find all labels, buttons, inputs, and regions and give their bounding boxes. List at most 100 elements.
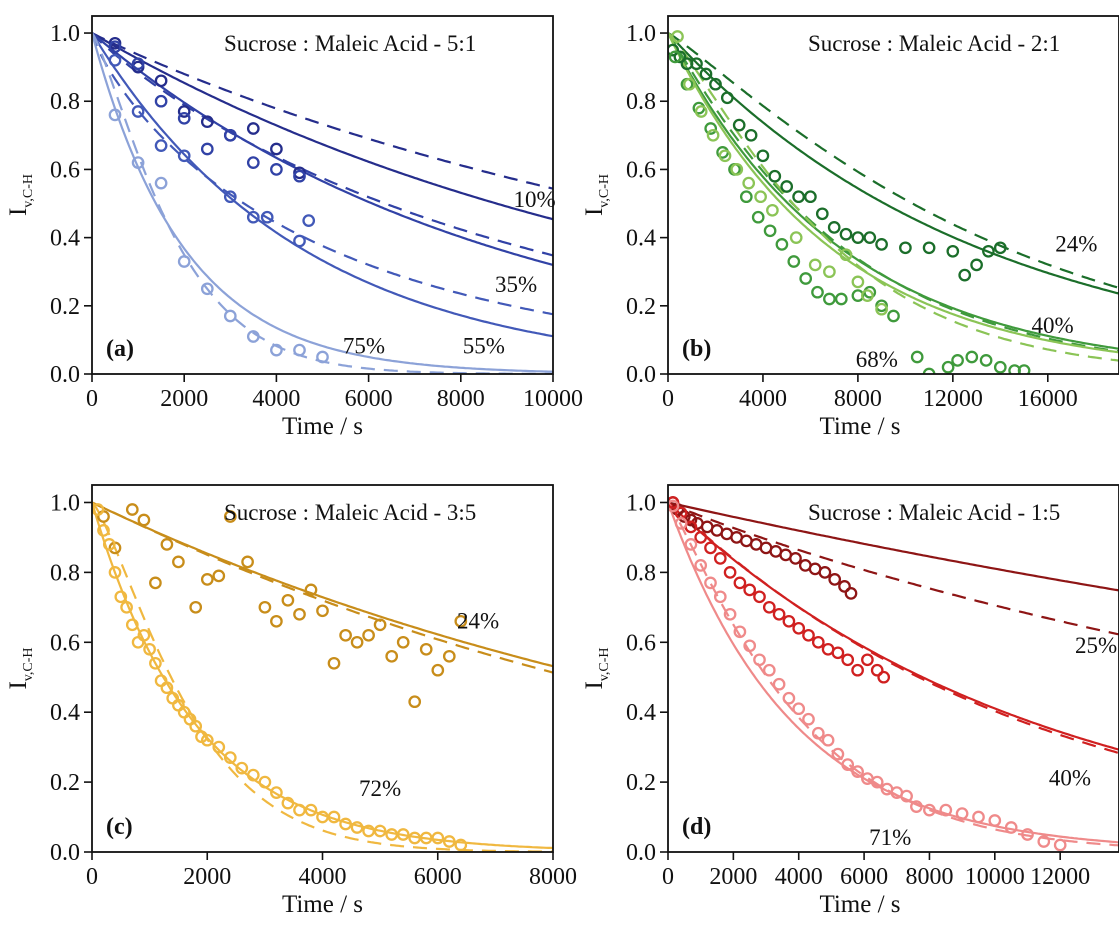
- data-point: [713, 590, 727, 604]
- fit-dashed-line: [92, 32, 553, 316]
- data-point: [958, 268, 972, 282]
- fit-solid-line: [668, 32, 1119, 354]
- series-label: 72%: [359, 776, 401, 801]
- data-point: [246, 156, 260, 169]
- data-point: [718, 149, 732, 163]
- panel-4: 0 2000 4000 6000 8000 10000 12000 0.0 0.2 0.4 0.6 0…: [581, 484, 1119, 918]
- data-point: [200, 573, 214, 586]
- data-point: [782, 691, 796, 705]
- data-point: [223, 510, 237, 523]
- data-point: [241, 555, 254, 569]
- data-point: [114, 590, 128, 604]
- data-point: [982, 244, 995, 258]
- x-tick-label: 2000: [183, 864, 231, 890]
- x-tick-label: 16000: [1018, 386, 1078, 412]
- data-point: [246, 330, 260, 343]
- data-point: [293, 234, 306, 248]
- data-point: [811, 285, 824, 299]
- data-point: [212, 569, 226, 583]
- data-point: [993, 360, 1007, 374]
- data-point: [732, 118, 746, 132]
- data-point: [270, 142, 283, 156]
- data-point: [851, 231, 865, 244]
- data-point: [768, 169, 782, 183]
- data-point: [293, 607, 306, 621]
- data-point: [154, 94, 168, 108]
- fit-dashed-line: [668, 501, 1119, 636]
- data-point: [154, 176, 168, 190]
- data-point: [408, 695, 422, 709]
- data-point: [223, 190, 237, 204]
- y-tick-label: 0.0: [626, 362, 656, 388]
- data-point: [743, 639, 757, 653]
- data-point: [799, 272, 813, 285]
- data-point: [97, 510, 110, 523]
- plot-area: [92, 32, 553, 374]
- x-axis-title: Time / s: [282, 413, 363, 440]
- data-point: [875, 238, 888, 251]
- data-point: [762, 663, 776, 677]
- x-tick-label: 8000: [905, 864, 953, 890]
- data-point: [802, 628, 815, 642]
- panel-letter: (a): [106, 336, 134, 362]
- data-point: [154, 139, 168, 152]
- data-point: [125, 503, 139, 516]
- data-point: [1017, 364, 1031, 374]
- data-point: [350, 821, 364, 834]
- data-point: [258, 600, 272, 614]
- y-tick-label: 0.8: [50, 560, 80, 586]
- y-tick-label: 0.0: [50, 362, 80, 388]
- data-point: [792, 621, 806, 635]
- data-point: [304, 583, 318, 597]
- data-point: [841, 758, 855, 771]
- data-point: [699, 67, 713, 81]
- data-point: [723, 607, 737, 621]
- panel-letter: (d): [682, 814, 711, 840]
- x-tick-label: 4000: [775, 864, 823, 890]
- data-point: [839, 227, 853, 241]
- plot-area: [668, 30, 1119, 374]
- data-point: [327, 656, 341, 670]
- data-point: [723, 566, 737, 579]
- data-point: [108, 108, 122, 122]
- data-point: [189, 600, 203, 614]
- data-point: [811, 635, 825, 649]
- y-tick-label: 0.6: [626, 157, 656, 183]
- series-label: 55%: [463, 334, 505, 359]
- data-point: [270, 614, 283, 628]
- data-point: [137, 628, 151, 642]
- data-point: [293, 169, 306, 183]
- data-point: [293, 343, 306, 357]
- series-label: 10%: [513, 187, 555, 212]
- data-point: [120, 600, 133, 614]
- y-axis-title: Iv,C-H: [5, 174, 36, 216]
- data-point: [177, 255, 191, 268]
- data-point: [690, 57, 703, 71]
- data-point: [668, 499, 680, 513]
- data-point: [841, 653, 855, 667]
- series-label: 71%: [869, 825, 911, 850]
- x-tick-label: 10000: [523, 386, 583, 412]
- data-point: [442, 835, 456, 848]
- data-point: [673, 50, 687, 64]
- data-point: [177, 105, 191, 118]
- y-axis-title: Iv,C-H: [581, 174, 612, 216]
- data-point: [818, 566, 832, 579]
- data-point: [419, 831, 433, 845]
- data-point: [694, 559, 708, 572]
- data-point: [154, 74, 168, 88]
- plot-frame: [91, 15, 554, 375]
- data-point: [993, 241, 1007, 255]
- x-axis-title: Time / s: [819, 413, 900, 440]
- data-point: [694, 531, 708, 544]
- data-point: [772, 607, 786, 621]
- x-axis-title: Time / s: [819, 891, 900, 918]
- y-tick-label: 0.4: [626, 700, 656, 726]
- fit-dashed-line: [668, 501, 1119, 847]
- data-point: [246, 768, 260, 782]
- data-point: [131, 156, 145, 169]
- data-point: [339, 628, 352, 642]
- data-point: [887, 309, 900, 323]
- data-point: [766, 203, 779, 217]
- data-point: [302, 214, 316, 227]
